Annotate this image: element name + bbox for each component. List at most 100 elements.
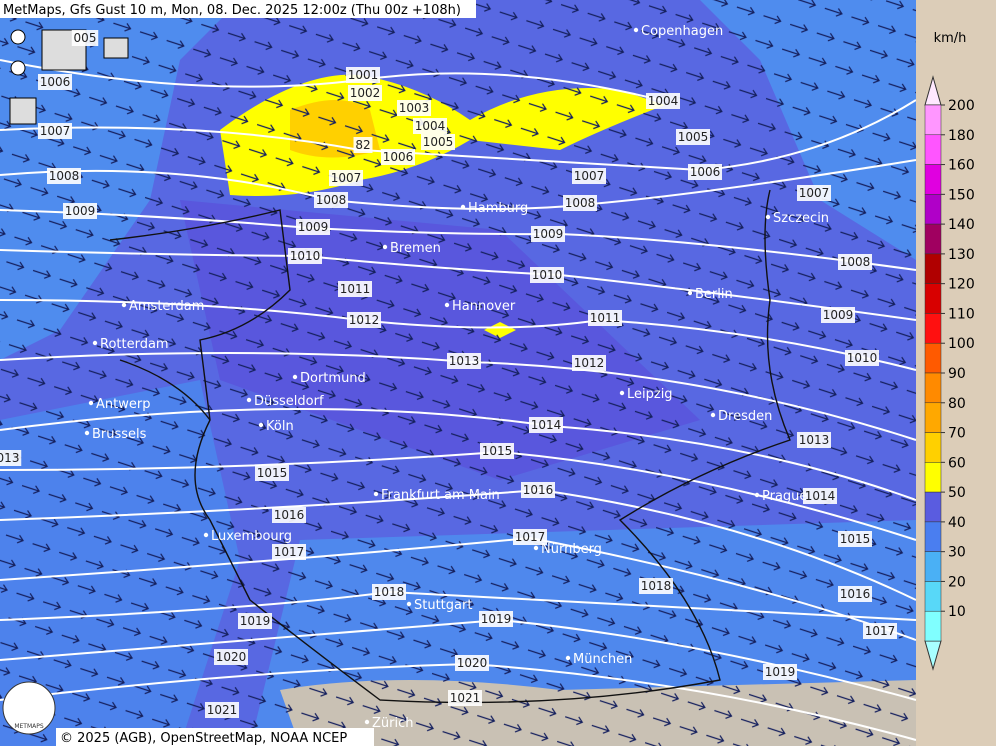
isobar-label: 1007: [40, 124, 71, 138]
legend-tick-label: 30: [948, 545, 966, 561]
title-bar: [0, 0, 476, 18]
city-label: Prague: [762, 489, 807, 504]
isobar-label-box: [845, 350, 879, 366]
city-label: Düsseldorf: [254, 394, 324, 409]
legend-tick-label: 80: [948, 396, 966, 412]
city-label: Dresden: [718, 409, 772, 424]
isobar-label-box: [381, 149, 415, 165]
isobar-label-box: [530, 267, 564, 283]
isobar-label: 1017: [274, 545, 305, 559]
isobar-label: 1010: [532, 268, 563, 282]
isobar-label-box: [421, 134, 455, 150]
isobar-label-box: [447, 353, 481, 369]
legend-tick-label: 160: [948, 158, 975, 174]
isobar-label-box: [572, 168, 606, 184]
logo: [2, 681, 56, 735]
legend-tick-label: 90: [948, 366, 966, 382]
colorbar-segment: [924, 253, 942, 284]
isobar-label: 013: [0, 451, 19, 465]
isobar-label-box: [563, 195, 597, 211]
isobar-label-box: [588, 310, 622, 326]
isobar-label: 1018: [641, 579, 672, 593]
legend-tick-label: 50: [948, 485, 966, 501]
fullscreen-button[interactable]: [9, 97, 37, 125]
isobar-label: 1008: [840, 255, 871, 269]
isobar-label: 1011: [340, 282, 371, 296]
isobar-label: 1001: [348, 68, 379, 82]
zoom-in[interactable]: [10, 29, 26, 45]
isobar-label-box: [314, 192, 348, 208]
city-dot: [754, 492, 760, 498]
isobar-label-box: [338, 281, 372, 297]
isobar-label: 1007: [331, 171, 362, 185]
city-label: Hannover: [452, 299, 516, 314]
colorbar-segment: [924, 432, 942, 463]
city-dot: [88, 400, 94, 406]
legend-tick-label: 200: [948, 98, 975, 114]
isobar-label: 1009: [823, 308, 854, 322]
colorbar-segment: [924, 194, 942, 225]
isobar-label-box: [479, 611, 513, 627]
isobar-label: 1007: [799, 186, 830, 200]
isobar-label-box: [347, 312, 381, 328]
city-dot: [565, 655, 571, 661]
isobar-label: 1015: [840, 532, 871, 546]
isobar-label-box: [797, 432, 831, 448]
isobar-label: 1005: [678, 130, 709, 144]
camera-button[interactable]: [103, 37, 129, 59]
city-dot: [373, 491, 379, 497]
isobar-label-box: [288, 248, 322, 264]
isobar-label-box: [529, 417, 563, 433]
city-label: Zürich: [372, 716, 414, 731]
isobar-label-box: [448, 690, 482, 706]
isobar-label: 1017: [515, 530, 546, 544]
legend-tick-label: 180: [948, 128, 975, 144]
city-label: Amsterdam: [129, 299, 204, 314]
isobar-label: 1011: [590, 311, 621, 325]
city-label: Brussels: [92, 427, 147, 442]
title: MetMaps, Gfs Gust 10 m, Mon, 08. Dec. 20…: [3, 3, 461, 18]
city-dot: [121, 302, 127, 308]
isobar-label-box: [455, 655, 489, 671]
city-dot: [687, 290, 693, 296]
legend-tick-label: 110: [948, 306, 975, 322]
isobar-label: 1012: [574, 356, 605, 370]
colorbar-segment: [924, 342, 942, 374]
zoom-out[interactable]: [10, 60, 26, 76]
isobar-label: 1004: [415, 119, 446, 133]
isobar-label-box: [397, 100, 431, 116]
colorbar-segment: [924, 134, 942, 165]
isobar-label-box: [71, 30, 99, 46]
legend-unit: km/h: [934, 31, 967, 46]
city-dot: [533, 545, 539, 551]
city-label: Rotterdam: [100, 337, 169, 352]
isobar-label-box: [480, 443, 514, 459]
isobar-label-box: [38, 74, 72, 90]
city-dot: [364, 719, 370, 725]
isobar-label: 1004: [648, 94, 679, 108]
isobar-label-box: [531, 226, 565, 242]
city-label: Stuttgart: [414, 598, 472, 613]
isobar-label: 1012: [349, 313, 380, 327]
isobar-label: 1016: [840, 587, 871, 601]
logo-text: METMAPS: [14, 723, 44, 730]
attribution: © 2025 (AGB), OpenStreetMap, NOAA NCEP: [60, 731, 347, 746]
colorbar-segment: [924, 164, 942, 195]
isobar-label-box: [346, 67, 380, 83]
city-dot: [406, 601, 412, 607]
city-label: Frankfurt am Main: [381, 488, 500, 503]
isobar-label-box: [803, 488, 837, 504]
city-dot: [292, 374, 298, 380]
city-dot: [460, 204, 466, 210]
isobar-label-box: [797, 185, 831, 201]
colorbar-segment: [924, 104, 942, 136]
isobar-label: 1006: [383, 150, 414, 164]
isobar-label-box: [372, 584, 406, 600]
city-dot: [246, 397, 252, 403]
isobar-label-box: [353, 137, 373, 153]
isobar-label-box: [838, 254, 872, 270]
isobar-label: 1019: [765, 665, 796, 679]
legend-tick-label: 140: [948, 217, 975, 233]
isobar-label-box: [688, 164, 722, 180]
isobar-label-box: [238, 613, 272, 629]
